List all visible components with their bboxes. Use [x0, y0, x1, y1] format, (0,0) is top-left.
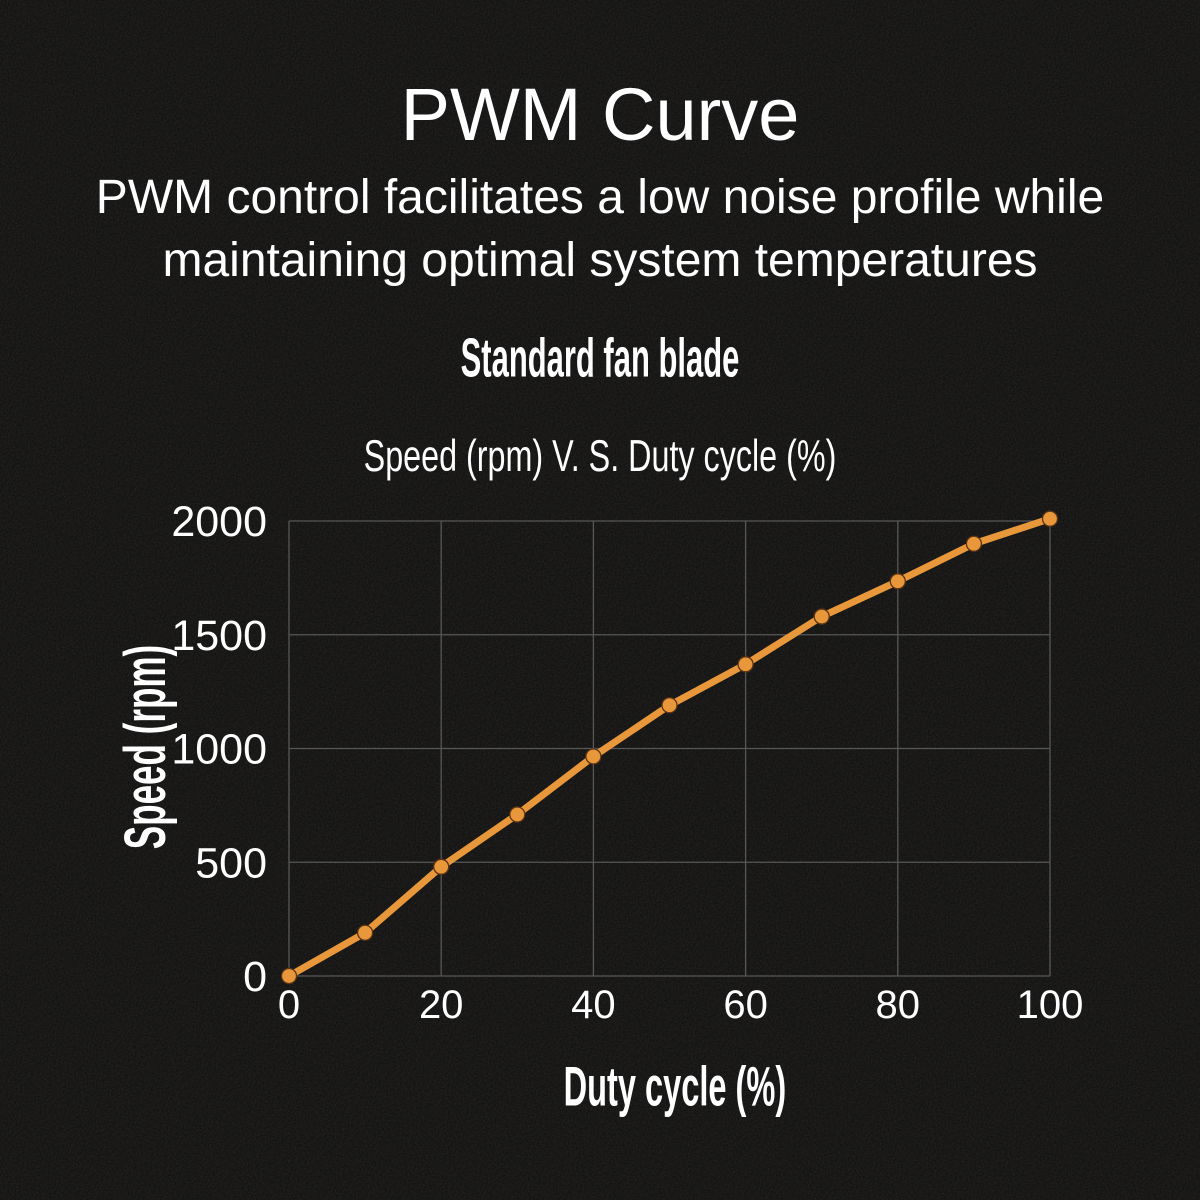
svg-text:Speed (rpm): Speed (rpm) — [113, 645, 179, 849]
